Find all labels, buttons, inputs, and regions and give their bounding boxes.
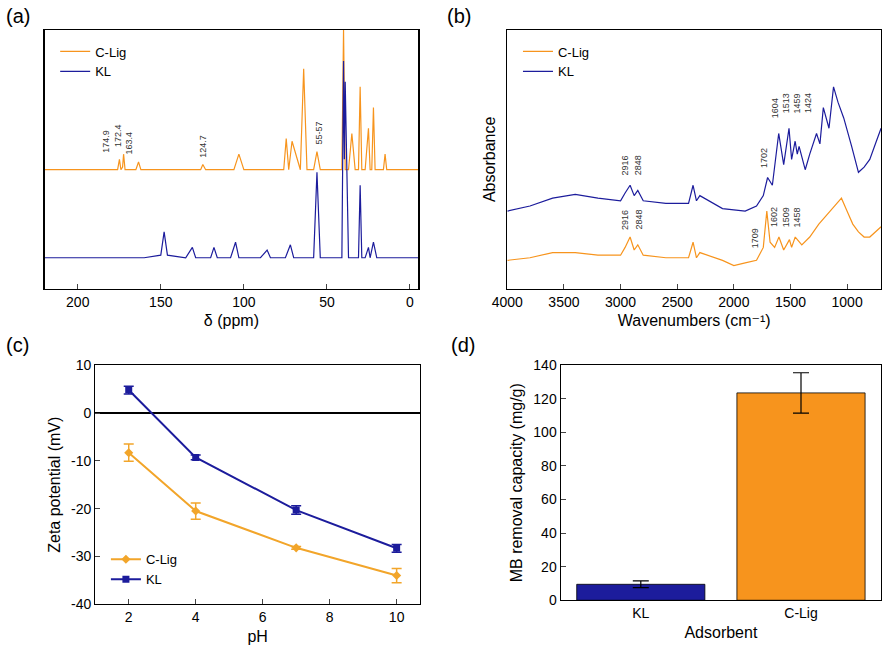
svg-text:1500: 1500 bbox=[775, 294, 806, 310]
svg-text:(d): (d) bbox=[451, 334, 475, 356]
svg-text:163.4: 163.4 bbox=[124, 132, 134, 155]
svg-text:-30: -30 bbox=[71, 548, 91, 564]
svg-text:1604: 1604 bbox=[770, 98, 780, 118]
svg-text:(a): (a) bbox=[6, 5, 30, 27]
svg-text:20: 20 bbox=[541, 559, 557, 575]
svg-text:40: 40 bbox=[541, 525, 557, 541]
svg-text:-40: -40 bbox=[71, 596, 91, 612]
svg-text:4: 4 bbox=[192, 609, 200, 625]
svg-text:55-57: 55-57 bbox=[314, 121, 324, 144]
svg-text:8: 8 bbox=[326, 609, 334, 625]
svg-text:80: 80 bbox=[541, 458, 557, 474]
svg-text:C-Lig: C-Lig bbox=[784, 605, 817, 621]
svg-text:C-Lig: C-Lig bbox=[95, 45, 126, 60]
svg-text:Zeta potential (mV): Zeta potential (mV) bbox=[46, 417, 63, 553]
svg-text:124.7: 124.7 bbox=[198, 135, 208, 158]
svg-text:KL: KL bbox=[95, 64, 111, 79]
svg-text:120: 120 bbox=[533, 391, 557, 407]
svg-text:0: 0 bbox=[83, 405, 91, 421]
svg-text:2848: 2848 bbox=[634, 210, 644, 230]
svg-text:0: 0 bbox=[549, 592, 557, 608]
svg-text:Wavenumbers (cm⁻¹): Wavenumbers (cm⁻¹) bbox=[618, 312, 771, 329]
svg-text:1509: 1509 bbox=[781, 207, 791, 227]
svg-text:1602: 1602 bbox=[769, 207, 779, 227]
svg-text:1709: 1709 bbox=[750, 228, 760, 248]
svg-text:1459: 1459 bbox=[792, 94, 802, 114]
svg-text:MB removal capacity (mg/g): MB removal capacity (mg/g) bbox=[508, 383, 525, 582]
svg-text:1702: 1702 bbox=[759, 148, 769, 168]
svg-text:2916: 2916 bbox=[620, 156, 630, 176]
svg-text:3500: 3500 bbox=[548, 294, 579, 310]
svg-text:6: 6 bbox=[259, 609, 267, 625]
svg-text:2500: 2500 bbox=[662, 294, 693, 310]
svg-text:1458: 1458 bbox=[792, 208, 802, 228]
svg-text:KL: KL bbox=[632, 605, 649, 621]
svg-text:3000: 3000 bbox=[605, 294, 636, 310]
svg-text:50: 50 bbox=[319, 294, 335, 310]
svg-text:172.4: 172.4 bbox=[113, 125, 123, 148]
svg-text:Adsorbent: Adsorbent bbox=[684, 624, 757, 641]
svg-text:10: 10 bbox=[389, 609, 405, 625]
svg-text:10: 10 bbox=[76, 357, 92, 373]
svg-text:174.9: 174.9 bbox=[101, 130, 111, 153]
svg-text:2: 2 bbox=[125, 609, 133, 625]
svg-text:(c): (c) bbox=[6, 334, 29, 356]
svg-text:140: 140 bbox=[533, 357, 557, 373]
svg-text:1424: 1424 bbox=[803, 93, 813, 113]
svg-text:C-Lig: C-Lig bbox=[558, 45, 589, 60]
svg-text:1513: 1513 bbox=[781, 93, 791, 113]
svg-text:2916: 2916 bbox=[620, 210, 630, 230]
svg-text:1000: 1000 bbox=[832, 294, 863, 310]
svg-text:-20: -20 bbox=[71, 501, 91, 517]
svg-text:60: 60 bbox=[541, 491, 557, 507]
svg-text:4000: 4000 bbox=[492, 294, 523, 310]
svg-text:KL: KL bbox=[558, 64, 574, 79]
svg-text:0: 0 bbox=[406, 294, 414, 310]
svg-text:δ (ppm): δ (ppm) bbox=[204, 312, 259, 329]
svg-text:KL: KL bbox=[146, 572, 162, 587]
svg-text:150: 150 bbox=[149, 294, 173, 310]
svg-text:100: 100 bbox=[232, 294, 256, 310]
svg-text:(b): (b) bbox=[447, 5, 471, 27]
svg-text:Absorbance: Absorbance bbox=[481, 117, 498, 202]
svg-text:pH: pH bbox=[247, 628, 267, 645]
svg-text:2000: 2000 bbox=[718, 294, 749, 310]
svg-text:200: 200 bbox=[66, 294, 90, 310]
svg-text:100: 100 bbox=[533, 424, 557, 440]
svg-text:C-Lig: C-Lig bbox=[146, 552, 177, 567]
svg-text:-10: -10 bbox=[71, 453, 91, 469]
svg-text:2848: 2848 bbox=[633, 155, 643, 175]
